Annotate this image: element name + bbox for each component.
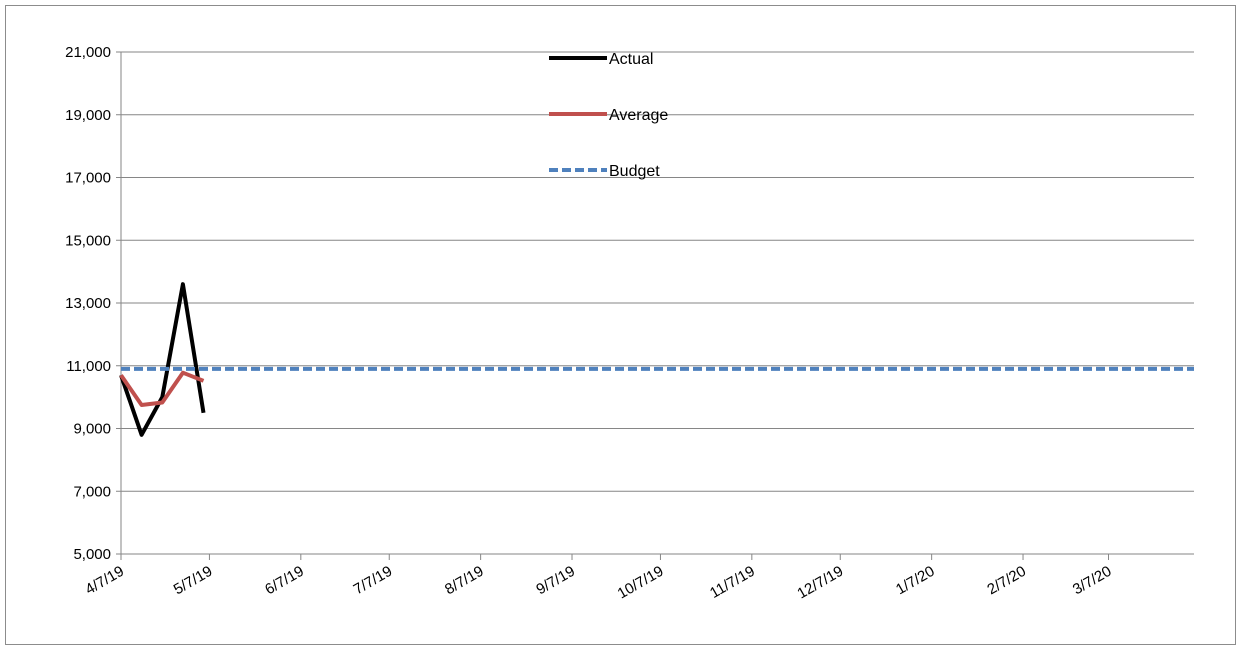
y-tick-label: 9,000: [73, 421, 111, 438]
x-tick-label: 8/7/19: [442, 563, 487, 599]
y-tick-label: 5,000: [73, 546, 111, 563]
x-tick-label: 9/7/19: [533, 563, 578, 599]
legend-label-budget: Budget: [609, 163, 660, 180]
y-tick-label: 19,000: [65, 107, 111, 124]
y-tick-label: 13,000: [65, 295, 111, 312]
y-axis-ticks: 5,000 7,000 9,000 11,000 13,000 15,000 17,000 1…: [65, 44, 121, 563]
x-tick-label: 12/7/19: [794, 563, 846, 603]
x-axis-ticks: 4/7/19 5/7/19 6/7/19 7/7/19 8/7/19 9/7/19 10/7…: [82, 554, 1115, 603]
legend: Actual Average Budget: [549, 51, 668, 180]
legend-label-actual: Actual: [609, 51, 653, 68]
y-tick-label: 7,000: [73, 483, 111, 500]
x-tick-label: 10/7/19: [615, 563, 667, 603]
y-tick-label: 21,000: [65, 44, 111, 61]
series-lines: [119, 282, 1194, 437]
x-tick-label: 6/7/19: [262, 563, 307, 599]
y-tick-label: 15,000: [65, 232, 111, 249]
x-tick-label: 5/7/19: [171, 563, 216, 599]
x-tick-label: 11/7/19: [707, 563, 758, 602]
gridlines: [121, 51, 1194, 492]
x-tick-label: 3/7/20: [1070, 563, 1115, 599]
x-tick-label: 7/7/19: [351, 563, 396, 599]
series-line-actual: [119, 282, 206, 437]
chart-frame: 5,000 7,000 9,000 11,000 13,000 15,000 17,000 1…: [5, 5, 1236, 645]
x-tick-label: 2/7/20: [984, 563, 1029, 599]
line-chart: 5,000 7,000 9,000 11,000 13,000 15,000 17,000 1…: [65, 44, 1194, 603]
legend-label-average: Average: [609, 107, 668, 124]
series-line-average: [119, 370, 205, 407]
y-tick-label: 17,000: [65, 170, 111, 187]
x-tick-label: 1/7/20: [893, 563, 938, 599]
y-tick-label: 11,000: [66, 358, 111, 375]
x-tick-label: 4/7/19: [82, 563, 127, 599]
